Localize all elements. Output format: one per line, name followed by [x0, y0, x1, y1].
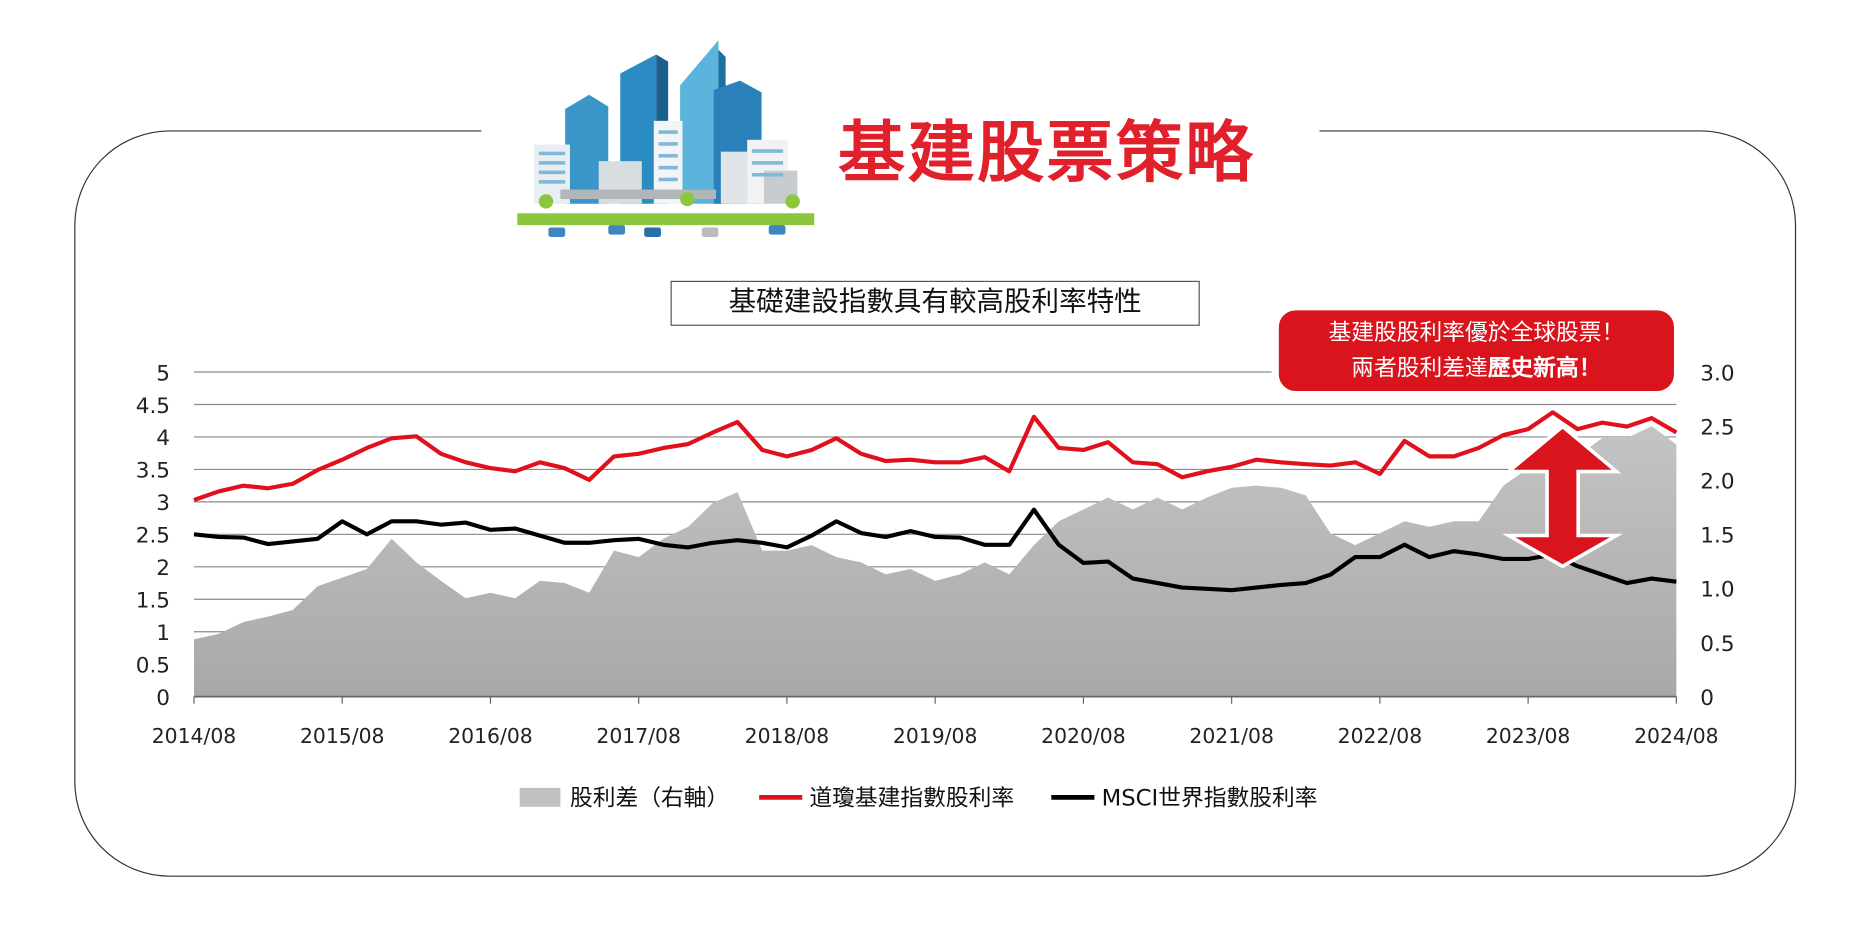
y-left-tick-label: 5 [156, 361, 170, 386]
legend-label: 股利差（右軸） [570, 786, 729, 812]
y-right-tick-label: 1.0 [1700, 578, 1734, 603]
y-right-tick-label: 0.5 [1700, 632, 1734, 657]
x-tick-label: 2016/08 [448, 724, 533, 748]
city-buildings-illustration [517, 40, 815, 237]
y-left-tick-label: 4 [156, 426, 170, 451]
callout-line-1: 基建股股利率優於全球股票！ [1328, 319, 1625, 346]
msci-world-yield-line [193, 507, 1677, 593]
chart-title: 基礎建設指數具有較高股利率特性 [670, 280, 1200, 326]
y-left-tick-label: 3 [156, 491, 170, 516]
y-left-tick-label: 1 [156, 621, 170, 646]
y-right-tick-label: 3.0 [1700, 361, 1734, 386]
x-tick-label: 2017/08 [596, 724, 681, 748]
x-tick-label: 2022/08 [1338, 724, 1423, 748]
callout-line-2-bold: 歷史新高！ [1487, 355, 1602, 382]
dj-infrastructure-yield-line [193, 410, 1678, 502]
x-tick-label: 2018/08 [745, 724, 830, 748]
y-left-tick-label: 2 [156, 556, 170, 581]
double-arrow-icon [1502, 424, 1624, 569]
y-left-tick-label: 4.5 [136, 394, 170, 419]
x-tick-label: 2023/08 [1486, 724, 1571, 748]
y-left-tick-label: 2.5 [136, 524, 170, 549]
legend-label: MSCI世界指數股利率 [1102, 786, 1318, 812]
callout-line-2-text: 兩者股利差達 [1351, 355, 1488, 382]
y-right-tick-label: 0 [1700, 686, 1714, 711]
x-tick-label: 2014/08 [152, 724, 237, 748]
y-right-tick-label: 1.5 [1700, 524, 1734, 549]
highlight-callout: 基建股股利率優於全球股票！ 兩者股利差達歷史新高！ [1278, 310, 1674, 391]
page-title: 基建股票策略 [838, 114, 1255, 192]
x-tick-label: 2019/08 [893, 724, 978, 748]
y-left-tick-label: 1.5 [136, 589, 170, 614]
legend-label: 道瓊基建指數股利率 [809, 786, 1014, 812]
y-left-tick-label: 0 [156, 686, 170, 711]
x-tick-label: 2021/08 [1189, 724, 1274, 748]
y-left-tick-label: 0.5 [136, 654, 170, 679]
y-right-tick-label: 2.0 [1700, 470, 1734, 495]
x-tick-label: 2024/08 [1634, 724, 1719, 748]
dividend-spread-area [193, 426, 1677, 697]
legend-swatch-area [519, 787, 561, 807]
x-tick-label: 2015/08 [300, 724, 385, 748]
y-right-tick-label: 2.5 [1700, 416, 1734, 441]
y-left-tick-label: 3.5 [136, 459, 170, 484]
callout-line-2: 兩者股利差達歷史新高！ [1279, 351, 1674, 387]
x-tick-label: 2020/08 [1041, 724, 1126, 748]
